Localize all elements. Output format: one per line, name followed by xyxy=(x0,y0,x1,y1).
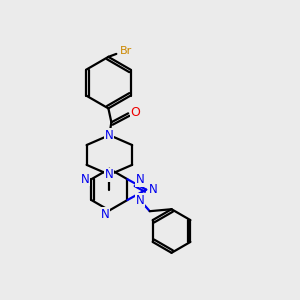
Text: N: N xyxy=(136,194,144,207)
Text: N: N xyxy=(136,173,144,186)
Text: N: N xyxy=(81,173,90,186)
Text: Br: Br xyxy=(120,46,132,56)
Text: N: N xyxy=(105,129,114,142)
Text: O: O xyxy=(130,106,140,119)
Text: N: N xyxy=(105,168,114,181)
Text: N: N xyxy=(101,208,110,221)
Text: N: N xyxy=(149,183,158,196)
